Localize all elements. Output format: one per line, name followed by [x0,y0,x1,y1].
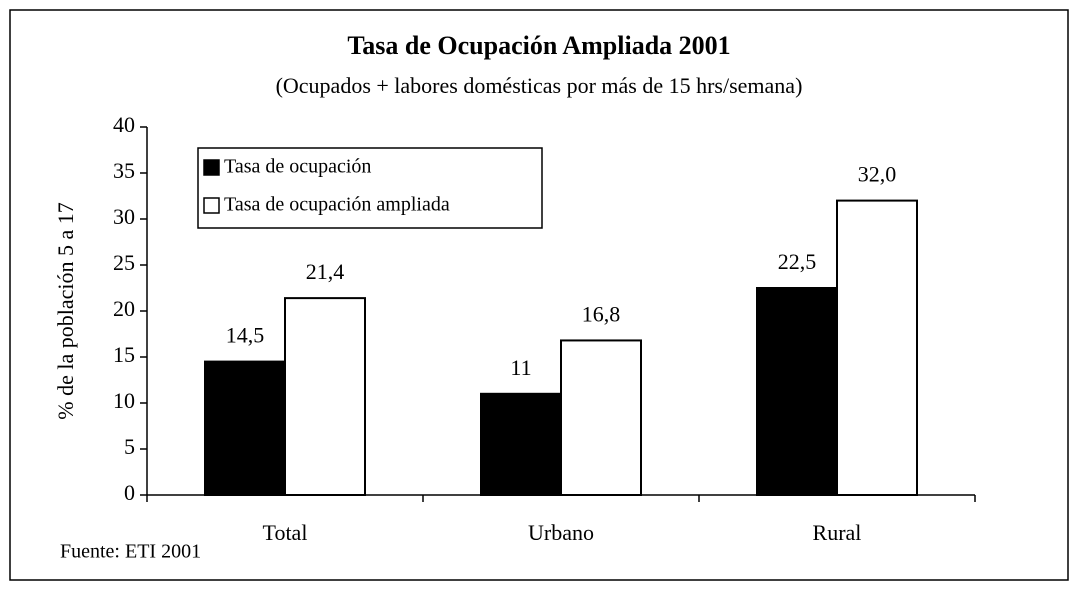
legend-swatch [203,197,220,214]
legend-box [197,147,543,229]
legend-label: Tasa de ocupación ampliada [224,194,450,216]
legend-label: Tasa de ocupación [224,156,371,178]
bar [284,297,366,496]
y-tick-label: 20 [113,296,135,321]
y-tick-label: 10 [113,388,135,413]
value-label: 22,5 [778,249,817,274]
y-tick-label: 35 [113,158,135,183]
value-label: 11 [510,355,531,380]
y-tick-label: 30 [113,204,135,229]
legend-swatch [203,159,220,176]
y-tick-label: 40 [113,112,135,137]
bar [480,392,562,496]
chart-subtitle: (Ocupados + labores domésticas por más d… [276,73,803,98]
y-tick-label: 15 [113,342,135,367]
y-axis-label: % de la población 5 a 17 [53,202,78,420]
value-label: 21,4 [306,259,345,284]
x-tick-label: Total [263,520,308,545]
value-label: 14,5 [226,323,265,348]
x-tick-label: Rural [813,520,862,545]
value-label: 16,8 [582,301,621,326]
bar [204,360,286,496]
chart-title: Tasa de Ocupación Ampliada 2001 [347,31,730,60]
y-tick-label: 5 [124,434,135,459]
value-label: 32,0 [858,162,897,187]
bar [560,339,642,496]
bar [836,199,918,496]
y-tick-label: 0 [124,480,135,505]
bar [756,287,838,496]
x-tick-label: Urbano [528,520,594,545]
y-tick-label: 25 [113,250,135,275]
source-note: Fuente: ETI 2001 [60,541,201,563]
